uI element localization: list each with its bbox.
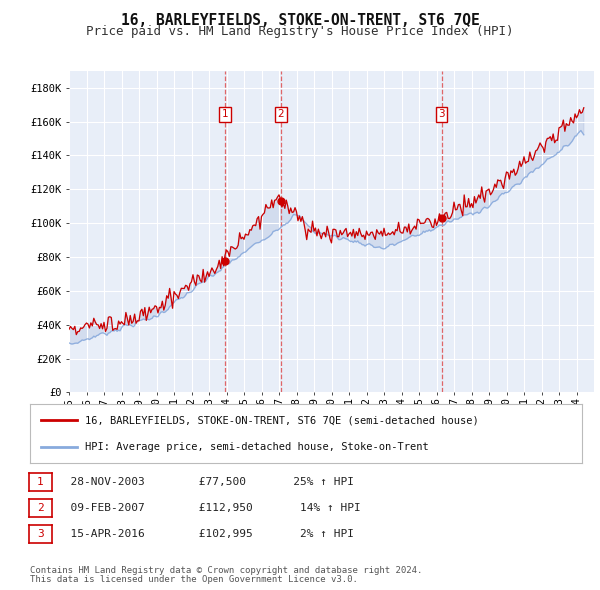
Text: 16, BARLEYFIELDS, STOKE-ON-TRENT, ST6 7QE (semi-detached house): 16, BARLEYFIELDS, STOKE-ON-TRENT, ST6 7Q… [85,415,479,425]
Text: 3: 3 [37,529,44,539]
Text: 2: 2 [278,109,284,119]
Text: 2: 2 [37,503,44,513]
Text: This data is licensed under the Open Government Licence v3.0.: This data is licensed under the Open Gov… [30,575,358,584]
Text: 15-APR-2016        £102,995       2% ↑ HPI: 15-APR-2016 £102,995 2% ↑ HPI [57,529,354,539]
Text: 1: 1 [221,109,228,119]
Text: 09-FEB-2007        £112,950       14% ↑ HPI: 09-FEB-2007 £112,950 14% ↑ HPI [57,503,361,513]
Text: Contains HM Land Registry data © Crown copyright and database right 2024.: Contains HM Land Registry data © Crown c… [30,566,422,575]
Text: 3: 3 [438,109,445,119]
Text: HPI: Average price, semi-detached house, Stoke-on-Trent: HPI: Average price, semi-detached house,… [85,442,429,452]
Text: Price paid vs. HM Land Registry's House Price Index (HPI): Price paid vs. HM Land Registry's House … [86,25,514,38]
Text: 28-NOV-2003        £77,500       25% ↑ HPI: 28-NOV-2003 £77,500 25% ↑ HPI [57,477,354,487]
Text: 1: 1 [37,477,44,487]
Text: 16, BARLEYFIELDS, STOKE-ON-TRENT, ST6 7QE: 16, BARLEYFIELDS, STOKE-ON-TRENT, ST6 7Q… [121,13,479,28]
